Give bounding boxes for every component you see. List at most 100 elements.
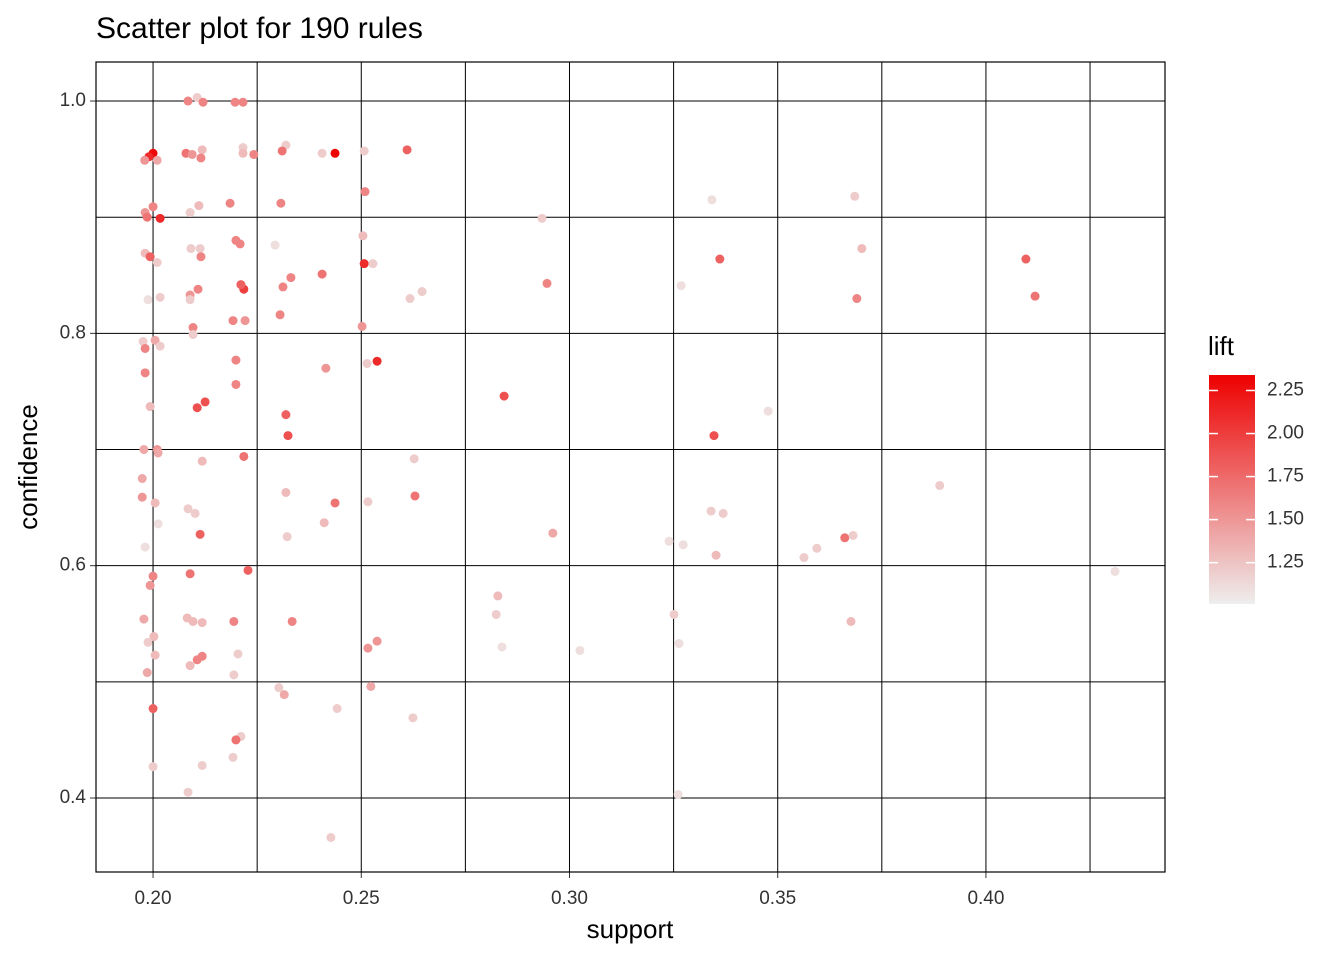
point xyxy=(153,448,163,458)
point xyxy=(148,202,158,212)
point xyxy=(145,402,155,412)
color-bar xyxy=(1209,375,1255,604)
x-tick-label: 0.30 xyxy=(551,888,588,909)
point xyxy=(281,487,291,497)
point xyxy=(235,239,245,249)
point xyxy=(1021,254,1031,264)
point xyxy=(196,252,206,262)
chart-title: Scatter plot for 190 rules xyxy=(96,12,423,45)
point xyxy=(137,474,147,484)
point xyxy=(185,661,195,671)
x-tick-label: 0.35 xyxy=(759,888,796,909)
point xyxy=(183,787,193,797)
point xyxy=(330,498,340,508)
point xyxy=(363,497,373,507)
point xyxy=(332,704,342,714)
point xyxy=(229,616,239,626)
point xyxy=(228,316,238,326)
point xyxy=(846,616,856,626)
point xyxy=(197,145,207,155)
point xyxy=(275,310,285,320)
point xyxy=(286,273,296,283)
point xyxy=(155,341,165,351)
point xyxy=(362,359,372,369)
point xyxy=(317,148,327,158)
point xyxy=(270,240,280,250)
point xyxy=(140,542,150,552)
point xyxy=(195,244,205,254)
point xyxy=(230,97,240,107)
point xyxy=(409,454,419,464)
legend-tick-label: 2.25 xyxy=(1267,380,1304,401)
point xyxy=(276,198,286,208)
point xyxy=(188,330,198,340)
point xyxy=(238,148,248,158)
point xyxy=(197,760,207,770)
point xyxy=(674,639,684,649)
point xyxy=(1030,291,1040,301)
point xyxy=(372,636,382,646)
point xyxy=(149,632,159,642)
point xyxy=(548,528,558,538)
x-tick-label: 0.25 xyxy=(343,888,380,909)
point xyxy=(852,294,862,304)
point xyxy=(405,294,415,304)
point xyxy=(145,580,155,590)
plot-border xyxy=(95,61,1166,873)
x-tick-label: 0.20 xyxy=(135,888,172,909)
point xyxy=(139,614,149,624)
point xyxy=(408,713,418,723)
point xyxy=(239,451,249,461)
point xyxy=(319,518,329,528)
point xyxy=(678,540,688,550)
point xyxy=(138,336,148,346)
point xyxy=(150,498,160,508)
x-tick-label: 0.40 xyxy=(967,888,1004,909)
point xyxy=(229,670,239,680)
point xyxy=(763,406,773,416)
point xyxy=(491,609,501,619)
y-tick-label: 0.4 xyxy=(60,787,87,808)
point xyxy=(148,704,158,714)
point xyxy=(850,191,860,201)
point xyxy=(358,231,368,241)
point xyxy=(155,292,165,302)
point xyxy=(148,571,158,581)
point xyxy=(537,213,547,223)
point xyxy=(359,259,369,269)
point xyxy=(187,149,197,159)
point xyxy=(192,655,202,665)
point xyxy=(192,403,202,413)
y-axis-label: confidence xyxy=(13,404,43,530)
point xyxy=(935,481,945,491)
point xyxy=(281,410,291,420)
point xyxy=(153,519,163,529)
point xyxy=(200,397,210,407)
legend-tick-label: 2.00 xyxy=(1267,423,1304,444)
point xyxy=(410,491,420,501)
point xyxy=(493,591,503,601)
point xyxy=(279,690,289,700)
point xyxy=(140,155,150,165)
point xyxy=(402,145,412,155)
legend-tick-label: 1.50 xyxy=(1267,509,1304,530)
point xyxy=(155,213,165,223)
point xyxy=(1110,566,1120,576)
point xyxy=(317,269,327,279)
point xyxy=(233,649,243,659)
point xyxy=(240,316,250,326)
point xyxy=(152,155,162,165)
point xyxy=(236,280,246,290)
point xyxy=(148,762,158,772)
point xyxy=(231,735,241,745)
point xyxy=(718,508,728,518)
legend-title: lift xyxy=(1208,331,1235,361)
point xyxy=(143,637,153,647)
point xyxy=(225,198,235,208)
point xyxy=(185,208,195,218)
point xyxy=(139,445,149,455)
point xyxy=(812,543,822,553)
point xyxy=(840,533,850,543)
y-tick-label: 1.0 xyxy=(60,90,86,111)
